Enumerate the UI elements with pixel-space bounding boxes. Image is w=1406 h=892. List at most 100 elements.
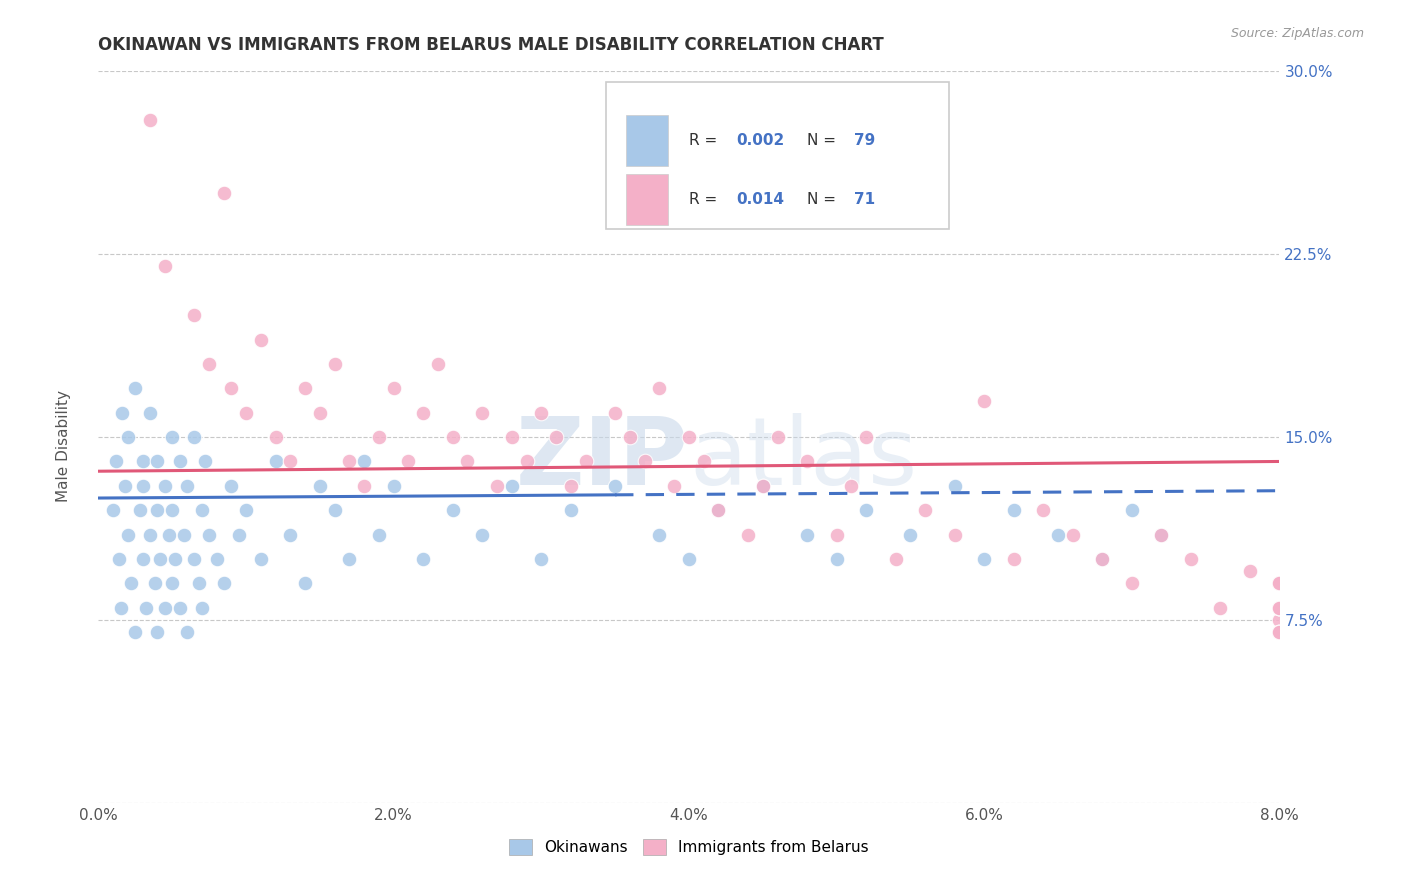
Point [194,454,217,468]
Point [183,552,205,566]
Point [707,503,730,517]
Legend: Okinawans, Immigrants from Belarus: Okinawans, Immigrants from Belarus [503,833,875,861]
Text: 71: 71 [855,192,876,207]
Point [1032,503,1054,517]
Point [766,430,789,444]
Point [132,552,155,566]
Point [943,479,966,493]
Point [162,503,183,517]
Point [228,527,250,541]
Point [114,479,136,493]
Point [1002,503,1025,517]
Point [501,430,523,444]
Point [173,527,195,541]
Point [176,479,198,493]
Point [664,479,686,493]
Point [382,381,405,395]
Point [707,503,730,517]
Point [1268,600,1291,615]
Point [427,357,450,371]
Point [884,552,907,566]
Point [575,454,598,468]
FancyBboxPatch shape [606,82,949,228]
Text: N =: N = [807,192,841,207]
Point [183,430,205,444]
Point [796,454,818,468]
Point [648,381,671,395]
Point [501,479,523,493]
Point [412,406,434,420]
Point [486,479,509,493]
Point [146,454,169,468]
Point [309,479,332,493]
Point [1268,625,1291,640]
Point [382,479,405,493]
Point [1091,552,1114,566]
Point [825,527,848,541]
Point [294,381,316,395]
Point [1062,527,1084,541]
Point [323,357,346,371]
Point [280,454,302,468]
Point [264,430,287,444]
Point [235,503,257,517]
Point [183,308,205,322]
Bar [626,174,668,225]
Point [105,454,128,468]
Text: 0.014: 0.014 [737,192,785,207]
Point [1121,576,1143,591]
Point [149,552,172,566]
Point [353,479,375,493]
Point [165,552,187,566]
Point [605,406,627,420]
Point [250,552,273,566]
Point [169,600,191,615]
Point [605,479,627,493]
Point [157,527,180,541]
Point [855,503,877,517]
Point [973,552,995,566]
Point [737,527,759,541]
Point [111,406,134,420]
Point [162,430,183,444]
Point [323,503,346,517]
Point [1239,564,1261,578]
Point [191,600,214,615]
Point [1091,552,1114,566]
Point [441,430,464,444]
Point [368,527,391,541]
Point [648,527,671,541]
Point [221,381,243,395]
Point [198,527,221,541]
Point [146,503,169,517]
Point [943,527,966,541]
Point [212,186,235,201]
Point [1268,625,1291,640]
Text: R =: R = [689,133,723,148]
Point [560,479,582,493]
Point [1268,600,1291,615]
Point [825,552,848,566]
Point [1268,600,1291,615]
Point [516,454,538,468]
Point [110,600,132,615]
Point [309,406,332,420]
Point [198,357,221,371]
Point [132,454,155,468]
Point [752,479,775,493]
Point [132,479,155,493]
Point [339,552,361,566]
Point [135,600,157,615]
Text: atlas: atlas [689,413,917,505]
Point [162,576,183,591]
Point [139,113,162,128]
Point [128,503,150,517]
Point [560,503,582,517]
Point [441,503,464,517]
Point [153,260,176,274]
Point [678,552,700,566]
Point [250,333,273,347]
Point [841,479,863,493]
Point [280,527,302,541]
Point [634,454,657,468]
